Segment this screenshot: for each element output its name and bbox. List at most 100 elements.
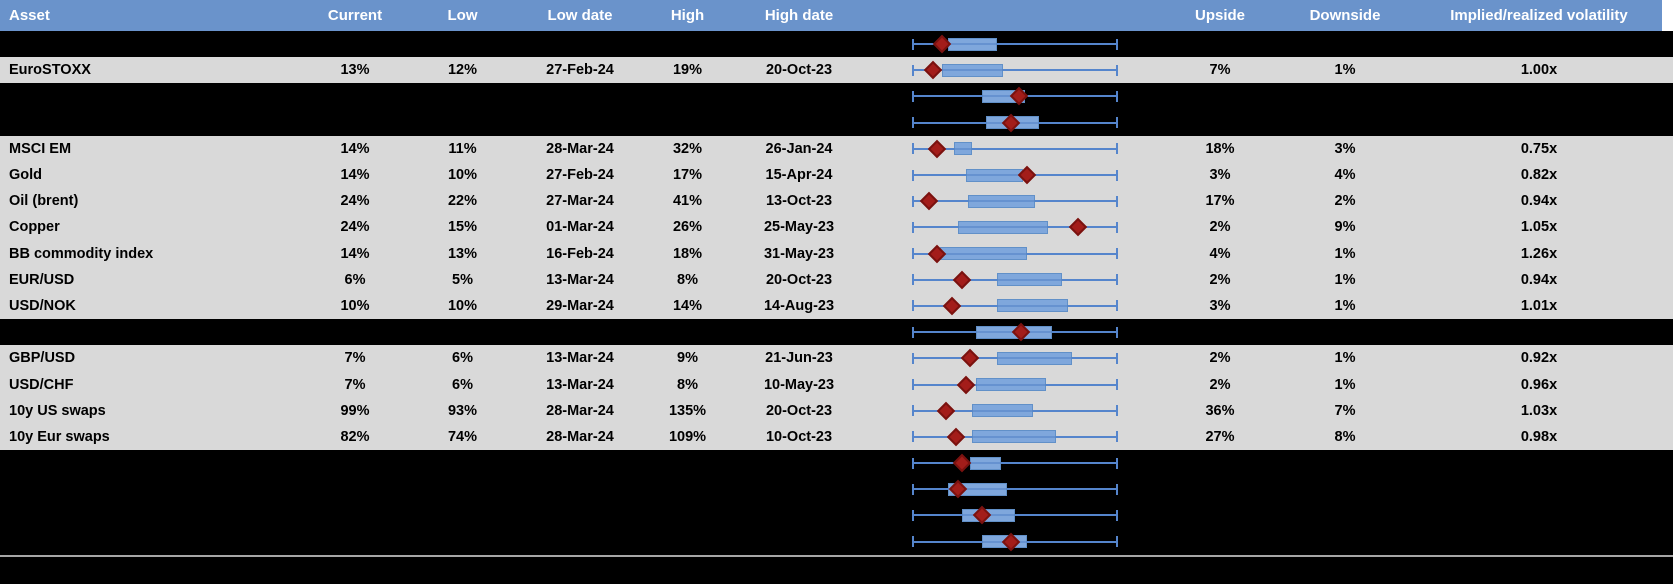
cell-downside[interactable]: 9% <box>1334 219 1356 236</box>
cell-low[interactable] <box>420 83 505 109</box>
cell-current[interactable]: 24% <box>340 219 370 236</box>
cell-low-date[interactable] <box>505 529 655 555</box>
cell-current[interactable]: 10% <box>340 297 370 314</box>
cell-current[interactable]: 14% <box>340 140 370 157</box>
cell-high[interactable] <box>655 319 720 345</box>
cell-downside[interactable] <box>1285 110 1405 136</box>
cell-low[interactable]: 6% <box>452 350 473 367</box>
cell-upside[interactable] <box>1155 450 1285 476</box>
cell-downside[interactable]: 1% <box>1334 297 1356 314</box>
cell-upside[interactable] <box>1155 502 1285 528</box>
cell-upside[interactable]: 17% <box>1205 193 1235 210</box>
header-cell-low[interactable]: Low <box>447 7 478 24</box>
cell-asset[interactable]: Copper <box>9 219 60 236</box>
cell-low[interactable]: 11% <box>448 140 477 157</box>
cell-downside[interactable]: 1% <box>1334 376 1356 393</box>
cell-high[interactable] <box>655 450 720 476</box>
cell-implied-realized-volatility[interactable] <box>1405 83 1673 109</box>
cell-asset[interactable]: Gold <box>9 167 43 184</box>
cell-upside[interactable]: 2% <box>1209 350 1231 367</box>
cell-asset[interactable]: GBP/USD <box>9 350 76 367</box>
cell-upside[interactable]: 3% <box>1209 297 1231 314</box>
cell-low-date[interactable] <box>505 502 655 528</box>
cell-high[interactable]: 8% <box>677 271 698 288</box>
cell-implied-realized-volatility[interactable]: 1.03x <box>1520 402 1558 419</box>
cell-asset[interactable]: 10y US swaps <box>9 402 106 419</box>
cell-implied-realized-volatility[interactable]: 1.00x <box>1520 62 1558 79</box>
cell-asset[interactable] <box>0 31 290 57</box>
cell-low-date[interactable]: 13-Mar-24 <box>546 350 614 367</box>
cell-low[interactable]: 13% <box>447 245 478 262</box>
header-cell-implied-realized-volatility[interactable]: Implied/realized volatility <box>1450 7 1628 24</box>
cell-low-date[interactable]: 16-Feb-24 <box>546 245 614 262</box>
cell-low[interactable]: 93% <box>447 402 478 419</box>
cell-low[interactable]: 12% <box>447 62 478 79</box>
cell-implied-realized-volatility[interactable]: 0.96x <box>1520 376 1558 393</box>
cell-implied-realized-volatility[interactable]: 1.05x <box>1520 219 1558 236</box>
cell-high-date[interactable] <box>720 319 878 345</box>
cell-downside[interactable]: 1% <box>1334 62 1356 79</box>
cell-high-date[interactable]: 21-Jun-23 <box>765 350 833 367</box>
cell-high[interactable]: 109% <box>668 428 707 445</box>
cell-asset[interactable] <box>0 319 290 345</box>
cell-current[interactable]: 24% <box>340 193 370 210</box>
cell-high-date[interactable] <box>720 83 878 109</box>
cell-high-date[interactable] <box>720 502 878 528</box>
cell-low-date[interactable]: 27-Mar-24 <box>546 193 614 210</box>
header-cell-upside[interactable]: Upside <box>1194 7 1245 24</box>
cell-low[interactable]: 5% <box>452 271 473 288</box>
cell-implied-realized-volatility[interactable] <box>1405 110 1673 136</box>
cell-low[interactable] <box>420 450 505 476</box>
cell-high[interactable]: 8% <box>677 376 698 393</box>
cell-high-date[interactable]: 20-Oct-23 <box>765 62 833 79</box>
cell-low-date[interactable] <box>505 110 655 136</box>
cell-downside[interactable]: 4% <box>1334 167 1356 184</box>
cell-asset[interactable]: Oil (brent) <box>9 193 79 210</box>
cell-low[interactable]: 22% <box>447 193 478 210</box>
cell-current[interactable] <box>290 31 420 57</box>
cell-high-date[interactable]: 13-Oct-23 <box>765 193 833 210</box>
cell-implied-realized-volatility[interactable]: 0.94x <box>1520 193 1558 210</box>
cell-implied-realized-volatility[interactable]: 0.94x <box>1520 271 1558 288</box>
cell-current[interactable] <box>290 502 420 528</box>
cell-asset[interactable] <box>0 450 290 476</box>
cell-upside[interactable]: 18% <box>1205 140 1235 157</box>
cell-upside[interactable] <box>1155 319 1285 345</box>
cell-downside[interactable] <box>1285 502 1405 528</box>
cell-asset[interactable]: BB commodity index <box>9 245 154 262</box>
cell-low-date[interactable] <box>505 31 655 57</box>
cell-asset[interactable]: MSCI EM <box>9 140 72 157</box>
header-cell-low-date[interactable]: Low date <box>547 7 613 24</box>
cell-upside[interactable] <box>1155 83 1285 109</box>
cell-upside[interactable]: 2% <box>1209 271 1231 288</box>
cell-high[interactable]: 14% <box>672 297 703 314</box>
cell-downside[interactable]: 8% <box>1334 428 1356 445</box>
cell-high[interactable] <box>655 529 720 555</box>
cell-low[interactable] <box>420 31 505 57</box>
cell-implied-realized-volatility[interactable]: 0.75x <box>1520 140 1558 157</box>
cell-low-date[interactable]: 28-Mar-24 <box>546 140 614 157</box>
cell-asset[interactable] <box>0 502 290 528</box>
header-cell-high[interactable]: High <box>670 7 705 24</box>
cell-upside[interactable] <box>1155 31 1285 57</box>
cell-asset[interactable] <box>0 476 290 502</box>
cell-high[interactable]: 135% <box>668 402 707 419</box>
cell-upside[interactable] <box>1155 529 1285 555</box>
cell-high-date[interactable] <box>720 529 878 555</box>
cell-implied-realized-volatility[interactable] <box>1405 476 1673 502</box>
cell-implied-realized-volatility[interactable] <box>1405 319 1673 345</box>
cell-implied-realized-volatility[interactable] <box>1405 31 1673 57</box>
header-cell-current[interactable]: Current <box>327 7 383 24</box>
cell-downside[interactable]: 1% <box>1334 245 1356 262</box>
cell-high[interactable] <box>655 476 720 502</box>
cell-current[interactable]: 7% <box>344 350 366 367</box>
cell-high-date[interactable]: 31-May-23 <box>763 245 835 262</box>
cell-low-date[interactable] <box>505 450 655 476</box>
cell-downside[interactable]: 3% <box>1334 140 1356 157</box>
cell-high-date[interactable] <box>720 31 878 57</box>
cell-downside[interactable]: 1% <box>1334 271 1356 288</box>
cell-high-date[interactable]: 20-Oct-23 <box>765 271 833 288</box>
cell-asset[interactable]: EuroSTOXX <box>9 62 91 79</box>
cell-high[interactable]: 9% <box>677 350 698 367</box>
cell-asset[interactable]: USD/NOK <box>9 297 76 314</box>
